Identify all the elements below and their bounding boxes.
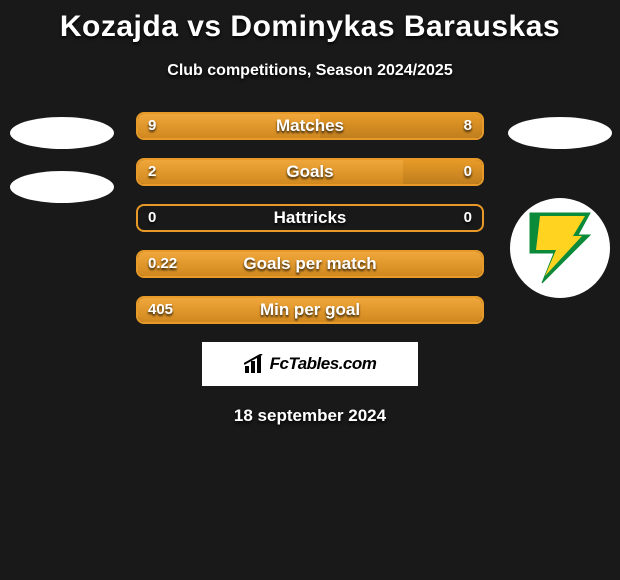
stat-bar-row: Hattricks0 0	[136, 204, 484, 232]
bar-label: Hattricks	[138, 206, 482, 230]
player-silhouette-icon	[10, 117, 114, 149]
subtitle: Club competitions, Season 2024/2025	[0, 62, 620, 80]
stat-bar-row: Matches9 8	[136, 112, 484, 140]
bar-value-left: 405	[148, 298, 173, 322]
bar-label: Goals per match	[138, 252, 482, 276]
bar-label: Goals	[138, 160, 482, 184]
bar-value-left: 0.22	[148, 252, 177, 276]
left-player-avatar-col	[2, 112, 122, 203]
player-silhouette-icon	[508, 117, 612, 149]
stat-bar-row: Goals per match0.22	[136, 250, 484, 278]
right-player-avatar-col	[500, 112, 620, 298]
player-silhouette-icon	[10, 171, 114, 203]
comparison-chart: Matches98Goals20Hattricks00Goals per mat…	[0, 112, 620, 324]
date-label: 18 september 2024	[0, 406, 620, 426]
bar-value-left: 9	[148, 114, 156, 138]
bar-value-right: 8	[464, 114, 472, 138]
bar-value-left: 2	[148, 160, 156, 184]
stat-bar-row: Min per goal405	[136, 296, 484, 324]
bar-label: Min per goal	[138, 298, 482, 322]
bar-value-right: 0	[464, 206, 472, 230]
club-logo-icon	[510, 198, 610, 298]
stat-bar-row: Goals2 0	[136, 158, 484, 186]
brand-box: FcTables.com	[202, 342, 418, 386]
page-title: Kozajda vs Dominykas Barauskas	[0, 0, 620, 44]
bar-value-right: 0	[464, 160, 472, 184]
brand-label: FcTables.com	[270, 354, 377, 374]
bars-icon	[244, 354, 266, 374]
stat-bars: Matches98Goals20Hattricks00Goals per mat…	[136, 112, 484, 324]
bar-label: Matches	[138, 114, 482, 138]
bar-value-left: 0	[148, 206, 156, 230]
